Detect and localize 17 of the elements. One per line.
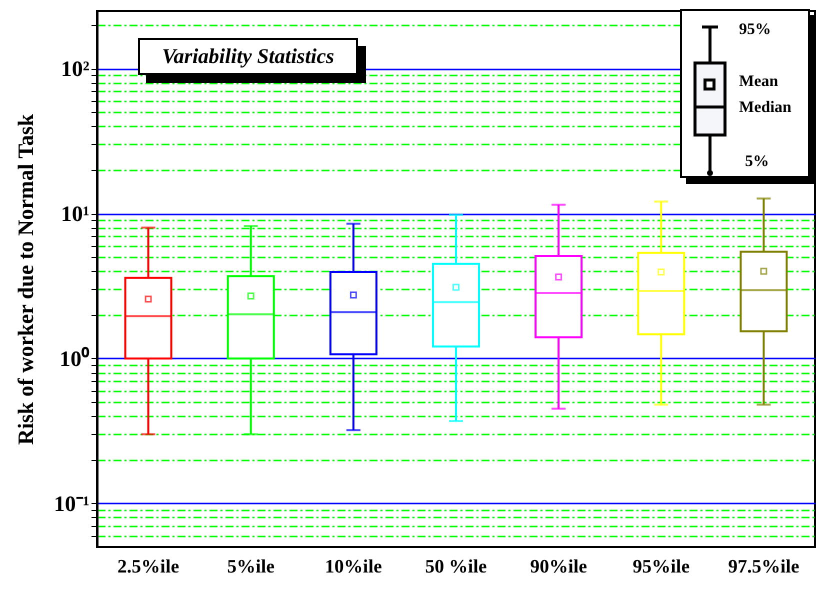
x-tick-label: 2.5%ile: [117, 556, 180, 578]
x-tick-label: 50 %ile: [425, 556, 487, 578]
y-tick-label: 10¹: [60, 201, 90, 226]
y-tick-label: 10⁰: [60, 346, 90, 371]
text: Variability Statistics: [138, 38, 358, 75]
annotation: Mean: [739, 73, 778, 91]
y-tick-label: 10²: [60, 56, 90, 82]
x-tick-label: 95%ile: [632, 556, 690, 578]
x-tick-label: 90%ile: [530, 556, 588, 578]
y-tick-label: 10⁻¹: [54, 490, 90, 516]
x-tick-label: 97.5%ile: [728, 556, 800, 578]
annotation: 5%: [745, 153, 769, 171]
y-axis-title: Risk of worker due to Normal Task: [12, 113, 38, 445]
annotation: 95%: [739, 21, 771, 39]
x-tick-label: 10%ile: [324, 556, 382, 578]
x-tick-label: 5%ile: [227, 556, 275, 578]
annotation: Median: [739, 99, 792, 117]
